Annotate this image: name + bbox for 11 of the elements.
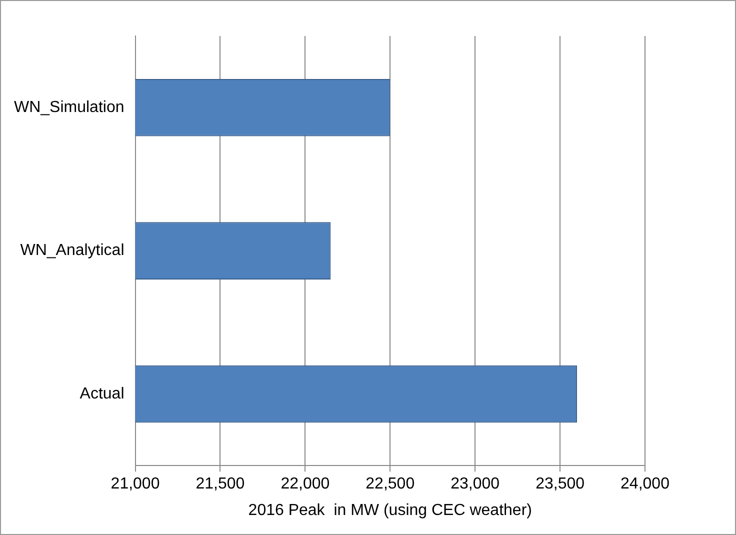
x-tick-label: 23,000 [450, 476, 500, 493]
y-tick-label: Actual [80, 385, 124, 402]
y-tick-label: WN_Analytical [20, 242, 124, 260]
x-tick-label: 21,500 [196, 476, 245, 493]
x-tick-label: 22,000 [280, 476, 330, 493]
x-axis-title: 2016 Peak in MW (using CEC weather) [248, 502, 532, 519]
x-tick-label: 24,000 [620, 476, 670, 493]
x-tick-label: 22,500 [366, 476, 415, 493]
x-tick-label: 23,500 [536, 476, 585, 493]
y-tick-label: WN_Simulation [14, 99, 124, 116]
x-tick-label: 21,000 [110, 476, 160, 493]
